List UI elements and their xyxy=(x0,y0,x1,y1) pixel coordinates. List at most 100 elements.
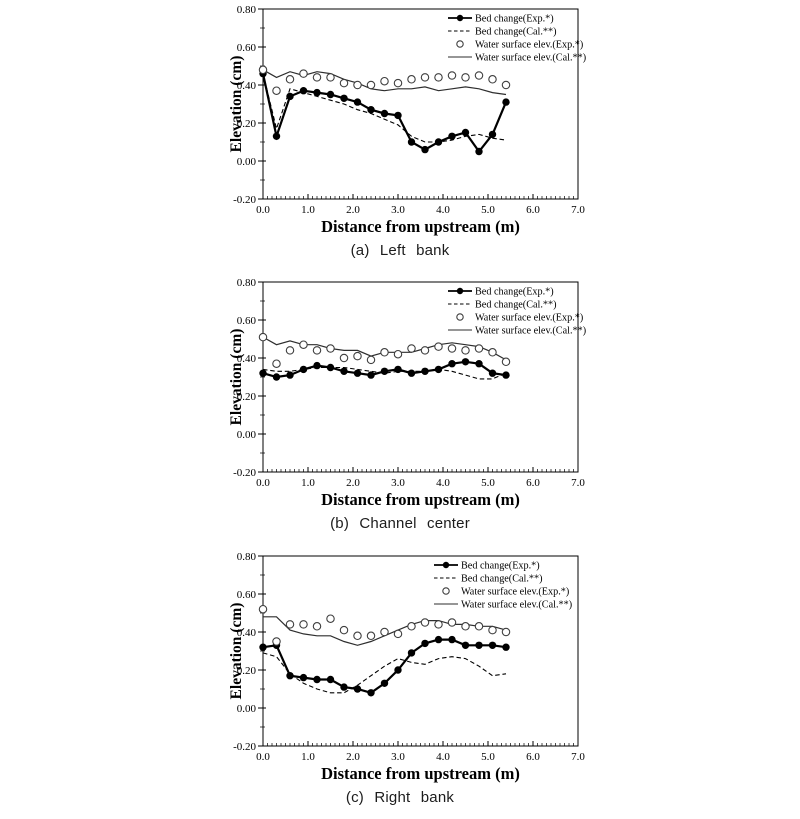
water-surface-exp-marker xyxy=(461,346,470,355)
bed-change-exp-marker xyxy=(380,367,389,375)
water-surface-exp-marker xyxy=(447,71,457,80)
legend-item-1: Bed change(Cal.**) xyxy=(434,574,542,585)
bed-change-exp-marker xyxy=(421,367,429,375)
y-tick-label: 0.20 xyxy=(237,391,257,403)
bed-change-exp-marker xyxy=(272,132,281,140)
x-tick-label: 0.0 xyxy=(256,204,270,216)
series-0 xyxy=(259,358,510,381)
legend-item-3: Water surface elev.(Cal.**) xyxy=(448,326,586,337)
bed-change-exp-marker xyxy=(313,88,321,97)
water-surface-exp-marker xyxy=(339,353,349,363)
bed-change-exp-marker xyxy=(313,361,321,370)
bed-change-exp-marker xyxy=(407,649,416,657)
x-tick-label: 6.0 xyxy=(526,477,540,489)
water-surface-exp-marker xyxy=(353,80,362,90)
x-tick-label: 2.0 xyxy=(346,477,360,489)
series-2 xyxy=(258,332,511,368)
x-tick-label: 1.0 xyxy=(301,204,315,216)
water-surface-exp-marker xyxy=(474,344,484,353)
water-surface-exp-marker xyxy=(501,80,511,90)
water-surface-exp-marker xyxy=(488,625,497,635)
water-surface-exp-marker xyxy=(420,346,430,355)
bed-change-exp-marker xyxy=(326,363,335,372)
bed-change-exp-marker xyxy=(461,641,470,649)
legend-item-3: Water surface elev.(Cal.**) xyxy=(448,53,586,64)
chart-block-left-bank: 0.0 1.0 2.0 3.0 4.0 5.0 6.0 7.0 0.80 0.60 0.40 0.20… xyxy=(0,0,800,268)
x-tick-label: 5.0 xyxy=(481,204,495,216)
bed-change-exp-marker xyxy=(488,641,497,649)
x-tick-label: 3.0 xyxy=(391,477,405,489)
water-surface-exp-marker xyxy=(447,618,457,627)
chart-channel-center: 0.0 1.0 2.0 3.0 4.0 5.0 6.0 7.0 0.80 0.60 0.40 0.20… xyxy=(228,277,586,509)
bed-change-exp-marker xyxy=(461,128,470,137)
legend-item-2: Water surface elev.(Exp.*) xyxy=(456,313,583,324)
water-surface-exp-marker xyxy=(366,631,376,641)
x-axis-title: Distance from upstream (m) xyxy=(321,490,520,509)
bed-change-exp-marker xyxy=(286,371,294,379)
y-tick-label: 0.40 xyxy=(237,627,257,639)
legend: Bed change(Exp.*) Bed change(Cal.**) Water… xyxy=(448,14,586,64)
bed-change-exp-marker xyxy=(475,641,483,649)
y-tick-label: 0.60 xyxy=(237,589,257,601)
bed-change-exp-marker xyxy=(353,98,362,106)
bed-change-exp-marker xyxy=(448,360,456,368)
water-surface-exp-marker xyxy=(258,65,268,75)
water-surface-exp-marker xyxy=(420,73,430,82)
y-tick-label: 0.60 xyxy=(237,315,257,327)
chart-block-channel-center: 0.0 1.0 2.0 3.0 4.0 5.0 6.0 7.0 0.80 0.60 0.40 0.20… xyxy=(0,273,800,541)
x-tick-label: 6.0 xyxy=(526,204,540,216)
bed-change-exp-marker xyxy=(367,371,375,379)
x-tick-label: 1.0 xyxy=(301,751,315,763)
legend-label: Bed change(Exp.*) xyxy=(475,287,554,298)
bed-change-exp-marker xyxy=(326,90,335,99)
water-surface-exp-marker xyxy=(258,332,268,342)
y-tick-label: 0.20 xyxy=(237,118,257,130)
water-surface-exp-marker xyxy=(258,604,268,614)
bed-change-exp-marker xyxy=(286,672,294,680)
water-surface-exp-marker xyxy=(272,359,281,368)
bed-change-exp-marker xyxy=(394,365,402,374)
legend-label: Water surface elev.(Exp.*) xyxy=(475,40,583,51)
x-tick-label: 0.0 xyxy=(256,751,270,763)
legend-item-0: Bed change(Exp.*) xyxy=(434,561,540,572)
x-tick-label: 0.0 xyxy=(256,477,270,489)
water-surface-exp-marker xyxy=(407,622,416,631)
water-surface-exp-marker xyxy=(393,629,403,639)
bed-change-exp-marker xyxy=(299,365,308,374)
bed-change-exp-marker xyxy=(502,643,510,651)
water-surface-exp-marker xyxy=(393,349,403,359)
x-tick-label: 5.0 xyxy=(481,477,495,489)
water-surface-exp-marker xyxy=(312,346,322,355)
legend-label: Water surface elev.(Cal.**) xyxy=(475,53,586,64)
legend-label: Water surface elev.(Exp.*) xyxy=(475,313,583,324)
water-surface-exp-marker xyxy=(461,622,470,631)
y-axis-title: Elevation (cm) xyxy=(228,603,245,700)
x-tick-label: 2.0 xyxy=(346,751,360,763)
water-surface-exp-marker xyxy=(393,78,403,88)
y-tick-label: 0.60 xyxy=(237,42,257,54)
series-2 xyxy=(258,604,511,646)
bed-change-exp-marker xyxy=(407,369,416,377)
x-axis-title: Distance from upstream (m) xyxy=(321,764,520,783)
water-surface-exp-marker xyxy=(501,357,511,367)
water-surface-exp-marker xyxy=(299,620,308,629)
water-surface-exp-marker xyxy=(447,344,457,353)
legend-label: Water surface elev.(Exp.*) xyxy=(461,587,569,598)
water-surface-exp-marker xyxy=(407,75,416,84)
y-tick-label: 0.20 xyxy=(237,665,257,677)
x-tick-label: 3.0 xyxy=(391,751,405,763)
water-surface-exp-marker xyxy=(366,80,376,90)
bed-change-exp-marker xyxy=(502,98,510,106)
bed-change-exp-marker xyxy=(448,132,456,140)
bed-change-exp-marker xyxy=(259,643,267,651)
water-surface-exp-marker xyxy=(420,618,430,627)
x-axis: 0.0 1.0 2.0 3.0 4.0 5.0 6.0 7.0 xyxy=(256,194,585,216)
legend-label: Water surface elev.(Cal.**) xyxy=(461,600,572,611)
x-tick-label: 1.0 xyxy=(301,477,315,489)
legend-label: Bed change(Exp.*) xyxy=(475,14,554,25)
water-surface-exp-marker xyxy=(380,348,389,357)
legend-item-0: Bed change(Exp.*) xyxy=(448,287,554,298)
y-axis-title: Elevation (cm) xyxy=(228,329,245,426)
bed-change-exp-marker xyxy=(434,635,443,644)
series-0 xyxy=(259,635,510,697)
